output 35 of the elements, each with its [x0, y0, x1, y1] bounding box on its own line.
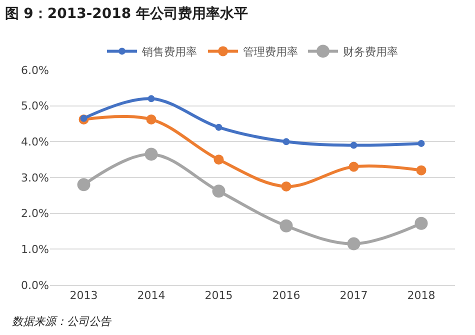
point	[282, 138, 290, 146]
y-tick-label: 3.0%	[21, 171, 49, 184]
y-tick-label: 2.0%	[21, 207, 49, 220]
legend-label: 管理费用率	[243, 45, 298, 58]
x-tick-label: 2018	[407, 289, 436, 302]
y-tick-label: 0.0%	[21, 278, 49, 292]
y-tick-label: 5.0%	[21, 100, 49, 113]
point	[348, 162, 359, 172]
point	[146, 114, 156, 124]
y-tick-label: 4.0%	[21, 136, 49, 149]
source-note: 数据来源：公司公告	[12, 315, 112, 328]
legend-label: 财务费用率	[343, 45, 398, 58]
point	[350, 142, 358, 149]
x-tick-label: 2016	[272, 289, 300, 302]
point	[414, 216, 428, 230]
point	[347, 237, 360, 250]
x-tick-label: 2014	[137, 289, 166, 302]
point	[80, 114, 88, 122]
legend-label: 销售费用率	[141, 45, 197, 58]
x-tick-label: 2013	[70, 289, 98, 302]
y-tick-label: 6.0%	[21, 64, 49, 77]
point	[77, 178, 90, 192]
point	[416, 165, 426, 176]
point	[144, 148, 158, 161]
point	[148, 95, 155, 102]
point	[215, 124, 222, 131]
y-tick-label: 1.0%	[21, 243, 49, 256]
point	[418, 140, 425, 147]
point	[281, 181, 292, 192]
point	[212, 184, 226, 198]
point	[214, 154, 224, 165]
point	[280, 219, 293, 232]
chart-title: 图 9：2013-2018 年公司费用率水平	[4, 5, 248, 22]
x-tick-label: 2017	[340, 289, 368, 302]
x-tick-label: 2015	[204, 289, 233, 302]
